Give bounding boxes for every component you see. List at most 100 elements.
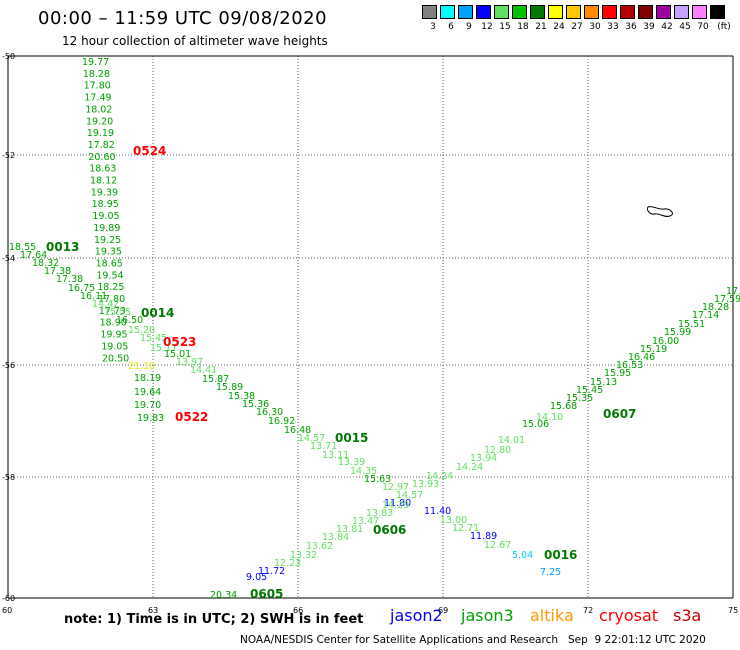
wave-height-point: 18.95	[92, 199, 119, 210]
legend-label: 6	[448, 22, 454, 32]
satellite-s3a-label: s3a	[673, 606, 702, 625]
wave-height-point: 16.30	[256, 407, 283, 418]
wave-height-point: 15.68	[550, 401, 577, 412]
legend-label: 70	[697, 22, 709, 32]
wave-height-point: 15.06	[522, 419, 549, 430]
satellite-cryosat-label: cryosat	[599, 606, 659, 625]
wave-height-point: 13.84	[322, 532, 349, 543]
wave-height-point: 18.02	[85, 104, 112, 115]
wave-height-point: 15.51	[678, 319, 705, 330]
latitude-tick-label: -60	[2, 594, 15, 603]
legend-unit: (ft)	[717, 22, 731, 32]
satellite-jason3-label: jason3	[461, 606, 514, 625]
wave-height-point: 15.35	[566, 393, 593, 404]
wave-height-point: 13.93	[412, 479, 439, 490]
wave-height-point: 15.19	[640, 344, 667, 355]
latitude-tick-label: -52	[2, 151, 15, 160]
wave-height-point: 12.23	[274, 558, 301, 569]
wave-height-point: 15.17	[150, 343, 177, 354]
wave-height-point: 15.99	[664, 327, 691, 338]
wave-height-point: 15.38	[228, 391, 255, 402]
legend-swatch	[422, 5, 437, 19]
wave-height-point: 12.71	[452, 523, 479, 534]
wave-height-point: 13.71	[310, 441, 337, 452]
wave-height-point: 16.75	[68, 283, 95, 294]
pass-time-label: 0014	[141, 306, 174, 320]
wave-height-point: 12.80	[484, 445, 511, 456]
wave-height-point: 19.35	[95, 247, 122, 258]
wave-height-point: 13.97	[176, 357, 203, 368]
wave-height-point: 12.97	[382, 482, 409, 493]
wave-height-point: 19.05	[92, 211, 119, 222]
wave-height-point: 14.10	[536, 412, 563, 423]
legend-label: 45	[679, 22, 691, 32]
wave-height-point: 18.28	[702, 302, 729, 313]
wave-height-point: 18.90	[100, 318, 127, 329]
legend-swatch	[512, 5, 527, 19]
legend-label: 24	[553, 22, 565, 32]
wave-height-point: 15.01	[164, 349, 191, 360]
wave-height-point: 11.80	[384, 498, 411, 509]
wave-height-point: 19.95	[100, 330, 127, 341]
wave-height-point: 17.80	[98, 294, 125, 305]
satellite-jason2-label: jason2	[390, 606, 443, 625]
wave-height-point: 19.64	[134, 387, 161, 398]
wave-height-point: 21.10	[128, 361, 155, 372]
wave-height-point: 14.24	[456, 462, 483, 473]
longitude-tick-label: 72	[583, 606, 593, 615]
legend-swatch	[674, 5, 689, 19]
wave-height-point: 18.32	[32, 258, 59, 269]
wave-height-point: 20.50	[102, 353, 129, 364]
wave-height-point: 15.45	[140, 333, 167, 344]
wave-height-point: 17.80	[84, 81, 111, 92]
longitude-tick-label: 63	[148, 606, 158, 615]
legend-swatch	[656, 5, 671, 19]
wave-height-point: 13.00	[440, 515, 467, 526]
credit-line: NOAA/NESDIS Center for Satellite Applica…	[240, 634, 706, 646]
legend-label: 12	[481, 22, 493, 32]
wave-height-point: 17.59	[714, 294, 740, 305]
wave-height-point: 14.29	[382, 500, 409, 511]
wave-height-point: 15.89	[216, 382, 243, 393]
wave-height-point: 16.53	[616, 360, 643, 371]
pass-time-label: 0523	[163, 335, 196, 349]
wave-height-point: 14.41	[190, 365, 217, 376]
wave-height-point: 18.55	[9, 242, 36, 253]
wave-height-point: 16.11	[80, 291, 107, 302]
wave-height-point: 16.50	[116, 315, 143, 326]
wave-height-point: 17.38	[44, 266, 71, 277]
wave-height-point: 15.95	[604, 368, 631, 379]
wave-height-point: 19.25	[94, 235, 121, 246]
wave-height-point: 11.89	[470, 531, 497, 542]
wave-height-point: 14.42	[92, 299, 119, 310]
latitude-tick-label: -58	[2, 473, 15, 482]
wave-height-point: 11.40	[424, 506, 451, 517]
wave-height-point: 13.32	[290, 550, 317, 561]
wave-height-point: 19.05	[101, 341, 128, 352]
wave-height-point: 17.38	[56, 274, 83, 285]
island-outline	[647, 206, 673, 217]
legend-swatch	[620, 5, 635, 19]
longitude-tick-label: 69	[438, 606, 448, 615]
pass-time-label: 0013	[46, 240, 79, 254]
wave-height-point: 20.60	[88, 152, 115, 163]
legend-label: 30	[589, 22, 601, 32]
wave-height-point: 19.89	[93, 223, 120, 234]
legend-swatch	[566, 5, 581, 19]
wave-height-point: 15.87	[202, 374, 229, 385]
legend-swatch	[602, 5, 617, 19]
longitude-tick-label: 75	[728, 606, 738, 615]
footer-note: note: 1) Time is in UTC; 2) SWH is in fe…	[64, 612, 364, 627]
wave-height-point: 5.04	[512, 550, 533, 561]
wave-height-point: 12.67	[484, 540, 511, 551]
wave-height-point: 19.70	[134, 400, 161, 411]
legend-label: 33	[607, 22, 619, 32]
wave-height-point: 15.45	[576, 385, 603, 396]
wave-height-point: 17.73	[99, 306, 126, 317]
legend-swatch	[638, 5, 653, 19]
wave-height-point: 15.13	[590, 377, 617, 388]
wave-height-point: 18.65	[96, 258, 123, 269]
legend-swatch	[692, 5, 707, 19]
wave-height-point: 17.14	[692, 310, 719, 321]
